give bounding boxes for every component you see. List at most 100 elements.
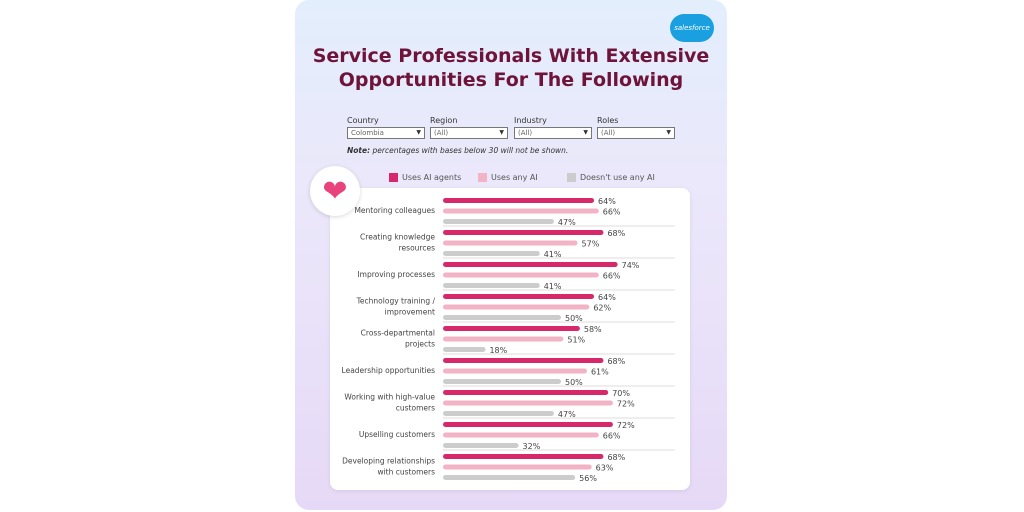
category-label: improvement xyxy=(385,308,435,317)
category-label: Technology training / xyxy=(356,297,436,306)
data-label: 61% xyxy=(591,368,609,377)
data-label: 58% xyxy=(584,325,602,334)
data-label: 50% xyxy=(565,378,583,387)
filter-roles: Roles (All) ▼ xyxy=(597,116,675,139)
legend-item: Doesn't use any AI xyxy=(567,173,655,182)
data-label: 66% xyxy=(603,432,621,441)
bar xyxy=(443,262,618,267)
category-label: resources xyxy=(399,244,435,253)
data-label: 72% xyxy=(617,421,635,430)
bar xyxy=(443,208,599,214)
select-value: (All) xyxy=(518,129,533,137)
dropdown-arrow-icon: ▼ xyxy=(416,129,421,136)
category-label: Upselling customers xyxy=(359,430,435,439)
dropdown-arrow-icon: ▼ xyxy=(666,129,671,136)
region-select[interactable]: (All) ▼ xyxy=(430,127,508,139)
data-label: 41% xyxy=(544,250,562,259)
data-label: 50% xyxy=(565,314,583,323)
heart-icon: ❤ xyxy=(310,166,360,216)
legend-label: Uses any AI xyxy=(491,173,538,182)
bar xyxy=(443,219,554,224)
industry-select[interactable]: (All) ▼ xyxy=(514,127,592,139)
dropdown-arrow-icon: ▼ xyxy=(499,129,504,136)
logo-text: salesforce xyxy=(674,24,710,32)
bar xyxy=(443,400,613,406)
legend-item: Uses any AI xyxy=(478,173,538,182)
category-label: Cross-departmental xyxy=(361,329,435,338)
filter-industry: Industry (All) ▼ xyxy=(514,116,592,139)
legend-swatch xyxy=(389,173,398,182)
data-label: 41% xyxy=(544,282,562,291)
data-label: 68% xyxy=(607,357,625,366)
bar xyxy=(443,294,595,299)
filter-label: Roles xyxy=(597,116,619,125)
select-value: (All) xyxy=(434,129,449,137)
category-label: Creating knowledge xyxy=(360,233,435,242)
bar xyxy=(443,379,561,384)
bar xyxy=(443,432,599,438)
title-line: Opportunities For The Following xyxy=(338,69,684,91)
salesforce-logo: salesforce xyxy=(670,14,714,42)
bar xyxy=(443,464,592,470)
bar xyxy=(443,422,613,427)
select-value: Colombia xyxy=(351,129,384,137)
roles-select[interactable]: (All) ▼ xyxy=(597,127,675,139)
bar xyxy=(443,240,578,246)
bar xyxy=(443,304,590,310)
bar xyxy=(443,326,580,331)
bar xyxy=(443,272,599,278)
legend-label: Doesn't use any AI xyxy=(580,173,655,182)
data-label: 74% xyxy=(622,261,640,270)
filter-label: Region xyxy=(430,116,458,125)
country-select[interactable]: Colombia ▼ xyxy=(347,127,425,139)
filter-country: Country Colombia ▼ xyxy=(347,116,425,139)
note-label: Note: xyxy=(347,146,371,155)
select-value: (All) xyxy=(601,129,616,137)
bar xyxy=(443,336,564,342)
category-label: customers xyxy=(396,404,435,413)
filter-label: Industry xyxy=(514,116,547,125)
page-title: Service Professionals With Extensive Oppo… xyxy=(295,44,727,92)
note-text: percentages with bases below 30 will not… xyxy=(370,146,569,155)
note: Note: percentages with bases below 30 wi… xyxy=(347,146,568,155)
data-label: 68% xyxy=(607,453,625,462)
filter-region: Region (All) ▼ xyxy=(430,116,508,139)
data-label: 51% xyxy=(567,336,585,345)
category-label: Developing relationships xyxy=(342,457,435,466)
data-label: 62% xyxy=(593,304,611,313)
bar xyxy=(443,454,604,459)
legend-swatch xyxy=(567,173,576,182)
category-label: with customers xyxy=(377,468,435,477)
bar xyxy=(443,251,540,256)
category-label: projects xyxy=(405,340,435,349)
category-label: Leadership opportunities xyxy=(342,366,436,375)
bar xyxy=(443,230,604,235)
filter-label: Country xyxy=(347,116,379,125)
bar xyxy=(443,390,609,395)
data-label: 47% xyxy=(558,410,576,419)
bar xyxy=(443,198,595,203)
category-label: Improving processes xyxy=(357,270,435,279)
bar xyxy=(443,411,554,416)
data-label: 47% xyxy=(558,218,576,227)
dropdown-arrow-icon: ▼ xyxy=(583,129,588,136)
bar xyxy=(443,358,604,363)
bar xyxy=(443,283,540,288)
data-label: 64% xyxy=(598,293,616,302)
legend-item: Uses AI agents xyxy=(389,173,461,182)
data-label: 32% xyxy=(523,442,541,451)
data-label: 70% xyxy=(612,389,630,398)
category-label: Mentoring colleagues xyxy=(354,206,435,215)
category-label: Working with high-value xyxy=(344,393,435,402)
legend-label: Uses AI agents xyxy=(402,173,462,182)
data-label: 64% xyxy=(598,197,616,206)
data-label: 18% xyxy=(489,346,507,355)
data-label: 66% xyxy=(603,272,621,281)
bar xyxy=(443,368,587,374)
bar xyxy=(443,347,486,352)
title-line: Service Professionals With Extensive xyxy=(312,45,710,67)
legend-swatch xyxy=(478,173,487,182)
data-label: 66% xyxy=(603,208,621,217)
bar xyxy=(443,315,561,320)
